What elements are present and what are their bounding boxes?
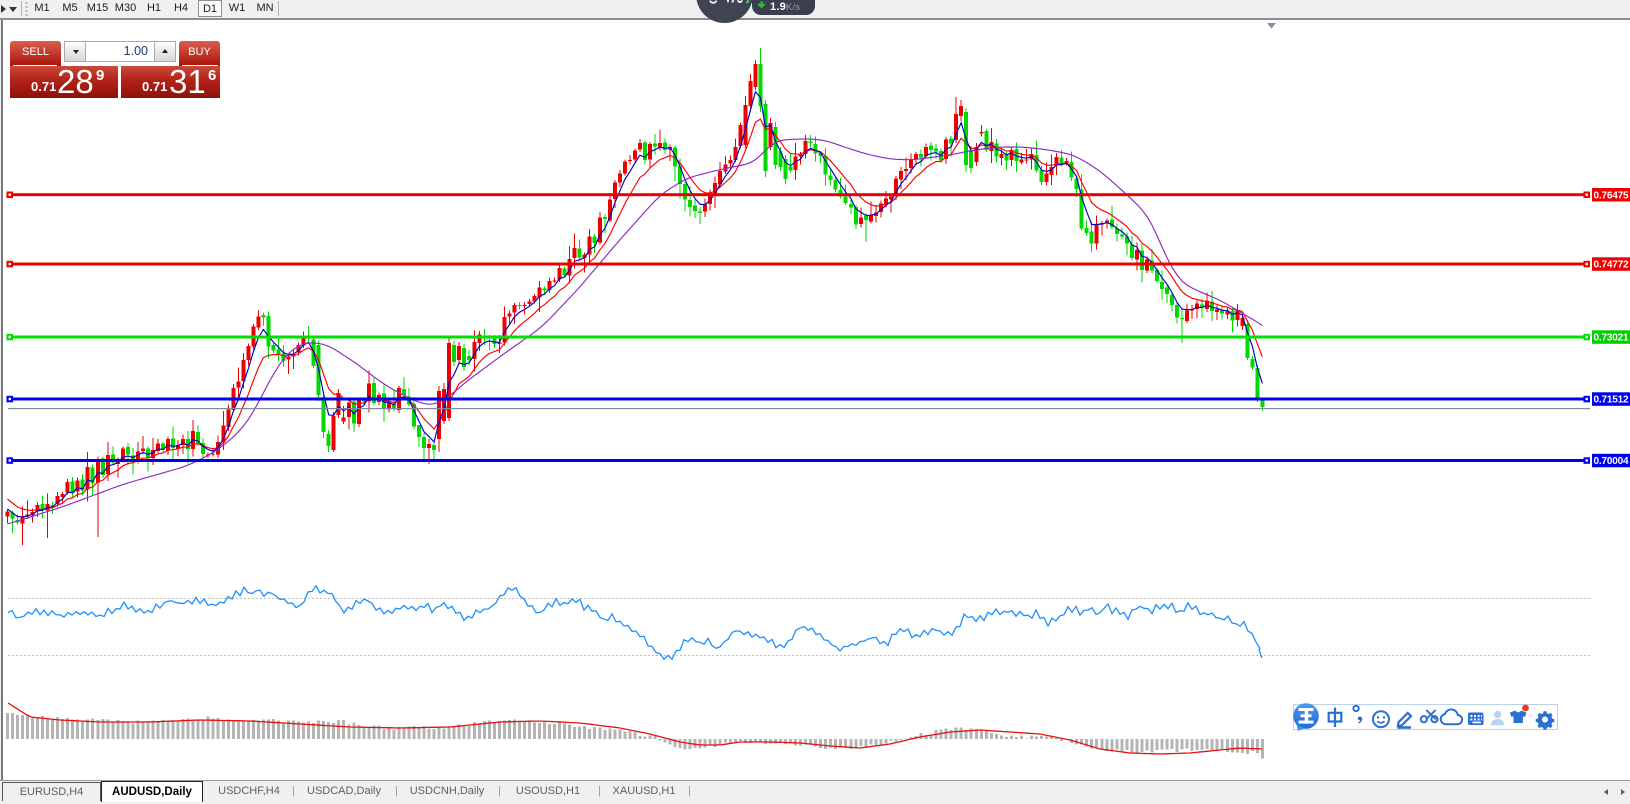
- svg-text:0.73021: 0.73021: [1594, 333, 1629, 344]
- svg-text:0.74772: 0.74772: [1594, 260, 1629, 271]
- svg-text:0.71512: 0.71512: [1594, 395, 1629, 406]
- svg-text:0.70004: 0.70004: [1594, 456, 1629, 467]
- svg-text:0.76475: 0.76475: [1594, 190, 1629, 201]
